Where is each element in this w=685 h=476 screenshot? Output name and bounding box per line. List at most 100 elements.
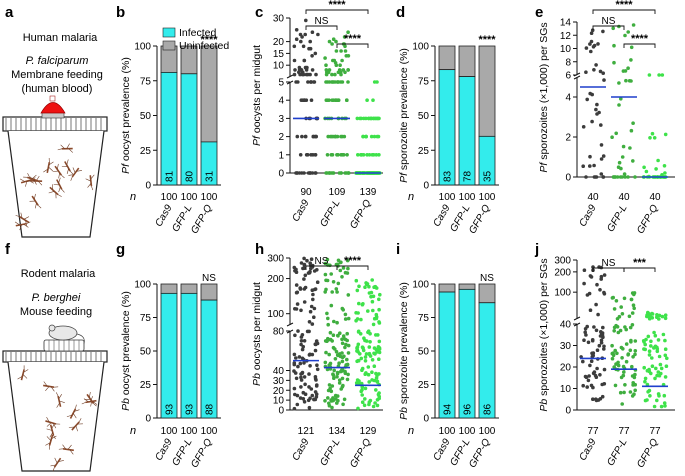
data-point	[647, 316, 652, 321]
data-point	[298, 153, 303, 157]
data-point	[337, 68, 342, 72]
data-point	[374, 153, 379, 157]
data-point	[299, 378, 304, 382]
significance-label: ****	[478, 34, 496, 46]
data-point	[329, 134, 334, 139]
data-point	[620, 402, 624, 406]
data-point	[663, 316, 668, 321]
data-point	[336, 353, 340, 358]
data-point	[302, 263, 307, 267]
data-point	[581, 164, 585, 168]
data-point	[656, 338, 661, 342]
data-point	[614, 299, 619, 303]
data-point	[652, 346, 656, 350]
data-point	[595, 348, 600, 353]
data-point	[356, 342, 361, 347]
data-point	[303, 134, 308, 139]
data-point	[335, 290, 339, 294]
data-point	[590, 338, 595, 342]
data-point	[598, 69, 603, 74]
y-tick-label: 4	[565, 93, 571, 104]
data-point	[356, 153, 360, 157]
data-point	[374, 315, 379, 319]
data-point	[346, 293, 351, 297]
bar-value-label: 93	[165, 403, 176, 415]
data-point	[331, 37, 336, 41]
data-point	[598, 288, 602, 292]
data-point	[324, 63, 328, 67]
data-point	[307, 353, 312, 357]
data-point	[595, 282, 599, 287]
data-point	[374, 333, 378, 337]
data-point	[599, 123, 603, 127]
data-point	[340, 58, 344, 63]
data-point	[309, 98, 314, 102]
data-point	[363, 372, 368, 377]
data-point	[631, 23, 636, 27]
data-point	[307, 320, 312, 324]
data-point	[663, 171, 667, 175]
data-point	[366, 372, 371, 377]
data-point	[367, 351, 372, 356]
data-point	[309, 153, 313, 157]
y-tick-label: 80	[273, 327, 285, 338]
n-value: 100	[439, 192, 456, 203]
data-point	[633, 372, 637, 377]
y-tick-label: 14	[560, 18, 572, 29]
data-point	[619, 305, 623, 309]
data-point	[315, 268, 319, 272]
data-point	[659, 366, 664, 371]
data-point	[631, 383, 635, 387]
data-point	[330, 405, 334, 410]
data-point	[363, 355, 368, 359]
data-point	[292, 265, 297, 270]
data-point	[620, 175, 624, 179]
mosquito-icon	[48, 184, 62, 199]
data-point	[633, 175, 637, 179]
data-point	[307, 271, 312, 275]
data-point	[363, 285, 367, 290]
data-point	[325, 98, 330, 102]
n-value: 40	[649, 192, 661, 203]
data-point	[650, 311, 654, 316]
mosquito-icons	[14, 143, 95, 231]
y-tick-label: 100	[412, 280, 429, 291]
data-point	[345, 98, 349, 102]
data-point	[343, 70, 347, 75]
data-point	[623, 33, 627, 38]
data-point	[622, 296, 627, 301]
n-value: 100	[479, 426, 496, 437]
data-point	[327, 383, 332, 387]
data-point	[300, 134, 304, 139]
data-point	[650, 356, 654, 360]
data-point	[346, 351, 351, 355]
data-point	[360, 368, 364, 373]
data-point	[647, 349, 652, 354]
x-category-label: Cas9	[290, 437, 311, 463]
data-point	[612, 329, 616, 333]
data-point	[334, 287, 339, 291]
bar-uninfected	[200, 283, 218, 301]
data-point	[581, 383, 585, 388]
data-point	[314, 171, 318, 175]
panel-label-j: j	[534, 241, 539, 258]
data-point	[644, 337, 648, 342]
data-point	[292, 72, 297, 77]
data-point	[586, 378, 591, 383]
data-point	[647, 388, 652, 393]
data-point	[655, 313, 659, 317]
data-point	[338, 268, 343, 273]
data-point	[330, 153, 335, 157]
data-point	[370, 153, 375, 157]
data-point	[592, 175, 597, 179]
data-point	[330, 290, 335, 294]
data-point	[346, 68, 351, 72]
data-point	[643, 379, 647, 384]
x-category-label: Cas9	[577, 437, 598, 463]
n-row-label: n	[130, 191, 136, 203]
y-axis-label: Pf sporozoites (×1,000) per SGs	[538, 22, 550, 172]
n-value: 129	[360, 426, 377, 437]
data-point	[359, 389, 364, 394]
